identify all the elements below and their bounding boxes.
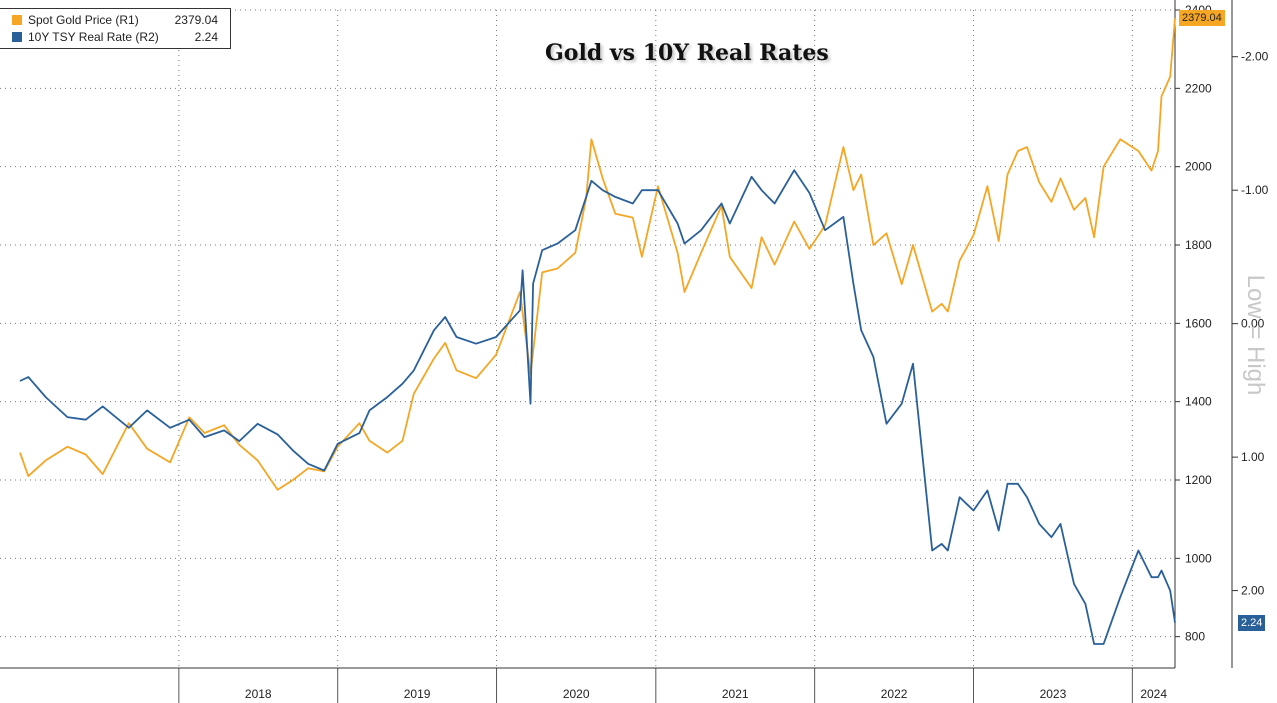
x-tick-label: 2023 (1040, 687, 1067, 701)
series-line-gold (19, 18, 1176, 491)
x-tick-label: 2018 (245, 687, 272, 701)
r2-tick-label: 1.00 (1241, 450, 1265, 464)
r1-tick-label: 1600 (1185, 316, 1212, 330)
axis-annotation: Low = High (1232, 250, 1277, 420)
x-tick-label: 2021 (722, 687, 749, 701)
legend-label-real-rate: 10Y TSY Real Rate (R2) (28, 30, 159, 44)
x-tick-label: 2020 (563, 687, 590, 701)
x-tick-label: 2022 (881, 687, 908, 701)
x-tick-label: 2024 (1140, 687, 1167, 701)
legend-swatch-gold (12, 15, 22, 25)
legend-value-gold: 2379.04 (174, 13, 218, 27)
legend: Spot Gold Price (R1) 2379.04 10Y TSY Rea… (0, 8, 231, 49)
x-tick-label: 2019 (404, 687, 431, 701)
r1-tick-label: 1800 (1185, 238, 1212, 252)
r2-tick-label: -1.00 (1241, 183, 1269, 197)
legend-swatch-real-rate (12, 32, 22, 42)
axis-annotation-text: Low = High (1241, 274, 1269, 396)
r2-tick-label: 0.00 (1241, 317, 1265, 331)
r2-tick-label: 2.00 (1241, 584, 1265, 598)
legend-item-gold: Spot Gold Price (R1) 2379.04 (12, 12, 224, 28)
r1-tick-label: 2000 (1185, 160, 1212, 174)
last-value-badge-gold: 2379.04 (1179, 10, 1225, 27)
r2-tick-label: -2.00 (1241, 50, 1269, 64)
r1-tick-label: 2200 (1185, 81, 1212, 95)
r1-tick-label: 1400 (1185, 395, 1212, 409)
chart-title: Gold vs 10Y Real Rates (545, 40, 829, 66)
r1-tick-label: 1000 (1185, 551, 1212, 565)
legend-item-real-rate: 10Y TSY Real Rate (R2) 2.24 (12, 29, 224, 45)
r1-tick-label: 800 (1185, 630, 1205, 644)
last-value-badge-real-rate: 2.24 (1238, 614, 1266, 631)
series-line-real-rate (19, 169, 1176, 645)
r1-tick-label: 1200 (1185, 473, 1212, 487)
legend-value-real-rate: 2.24 (194, 30, 218, 44)
legend-label-gold: Spot Gold Price (R1) (28, 13, 139, 27)
